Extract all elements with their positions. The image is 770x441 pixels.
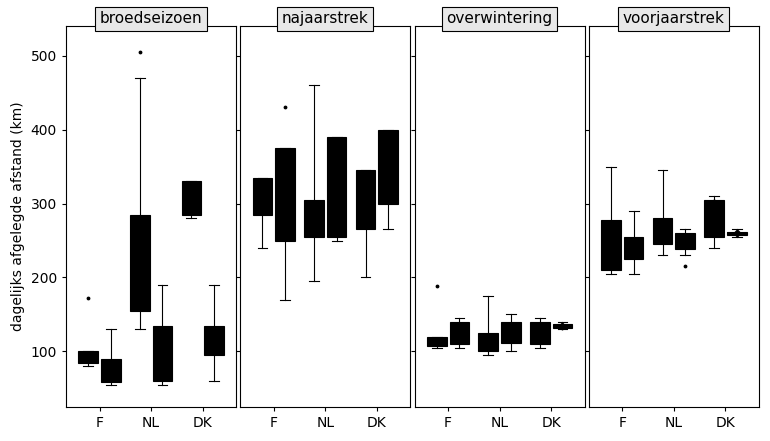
PathPatch shape <box>304 200 324 237</box>
PathPatch shape <box>182 181 201 215</box>
PathPatch shape <box>101 359 121 382</box>
PathPatch shape <box>427 336 447 346</box>
PathPatch shape <box>327 137 346 237</box>
PathPatch shape <box>450 322 469 344</box>
PathPatch shape <box>705 200 724 237</box>
PathPatch shape <box>253 178 273 215</box>
PathPatch shape <box>530 322 550 344</box>
PathPatch shape <box>501 322 521 343</box>
PathPatch shape <box>356 170 375 229</box>
PathPatch shape <box>79 351 98 363</box>
PathPatch shape <box>152 325 172 381</box>
Title: najaarstrek: najaarstrek <box>282 11 369 26</box>
PathPatch shape <box>130 215 149 311</box>
PathPatch shape <box>553 324 572 328</box>
Title: broedseizoen: broedseizoen <box>100 11 203 26</box>
Title: overwintering: overwintering <box>447 11 553 26</box>
Y-axis label: dagelijks afgelegde afstand (km): dagelijks afgelegde afstand (km) <box>11 102 25 331</box>
PathPatch shape <box>653 218 672 244</box>
PathPatch shape <box>601 220 621 270</box>
Title: voorjaarstrek: voorjaarstrek <box>623 11 725 26</box>
PathPatch shape <box>204 325 224 355</box>
PathPatch shape <box>624 237 644 259</box>
PathPatch shape <box>675 233 695 250</box>
PathPatch shape <box>276 148 295 240</box>
PathPatch shape <box>478 333 498 351</box>
PathPatch shape <box>378 130 398 204</box>
PathPatch shape <box>727 232 747 235</box>
